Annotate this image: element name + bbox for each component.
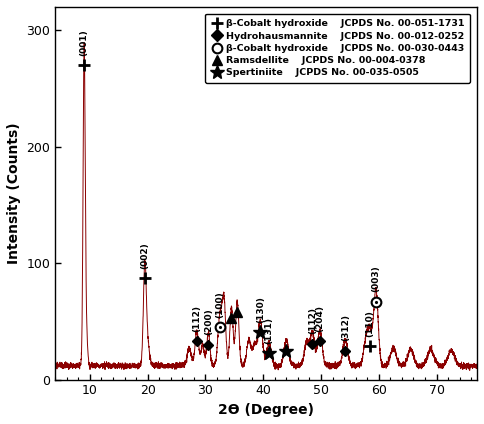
Text: (112): (112): [308, 307, 317, 334]
Text: (131): (131): [265, 317, 273, 343]
Text: (110): (110): [365, 310, 375, 337]
Text: (312): (312): [341, 314, 350, 341]
Y-axis label: Intensity (Counts): Intensity (Counts): [7, 123, 21, 264]
Text: (001): (001): [80, 29, 89, 56]
Text: (100): (100): [215, 291, 225, 318]
Text: (200): (200): [204, 309, 213, 335]
Text: (003): (003): [371, 265, 380, 292]
Text: (130): (130): [256, 296, 265, 323]
Legend: β-Cobalt hydroxide    JCPDS No. 00-051-1731, Hydrohausmannite    JCPDS No. 00-01: β-Cobalt hydroxide JCPDS No. 00-051-1731…: [205, 14, 470, 83]
Text: (112): (112): [192, 305, 201, 332]
Text: (002): (002): [140, 242, 149, 269]
X-axis label: 2ϴ (Degree): 2ϴ (Degree): [218, 403, 314, 417]
Text: (204): (204): [316, 305, 324, 332]
